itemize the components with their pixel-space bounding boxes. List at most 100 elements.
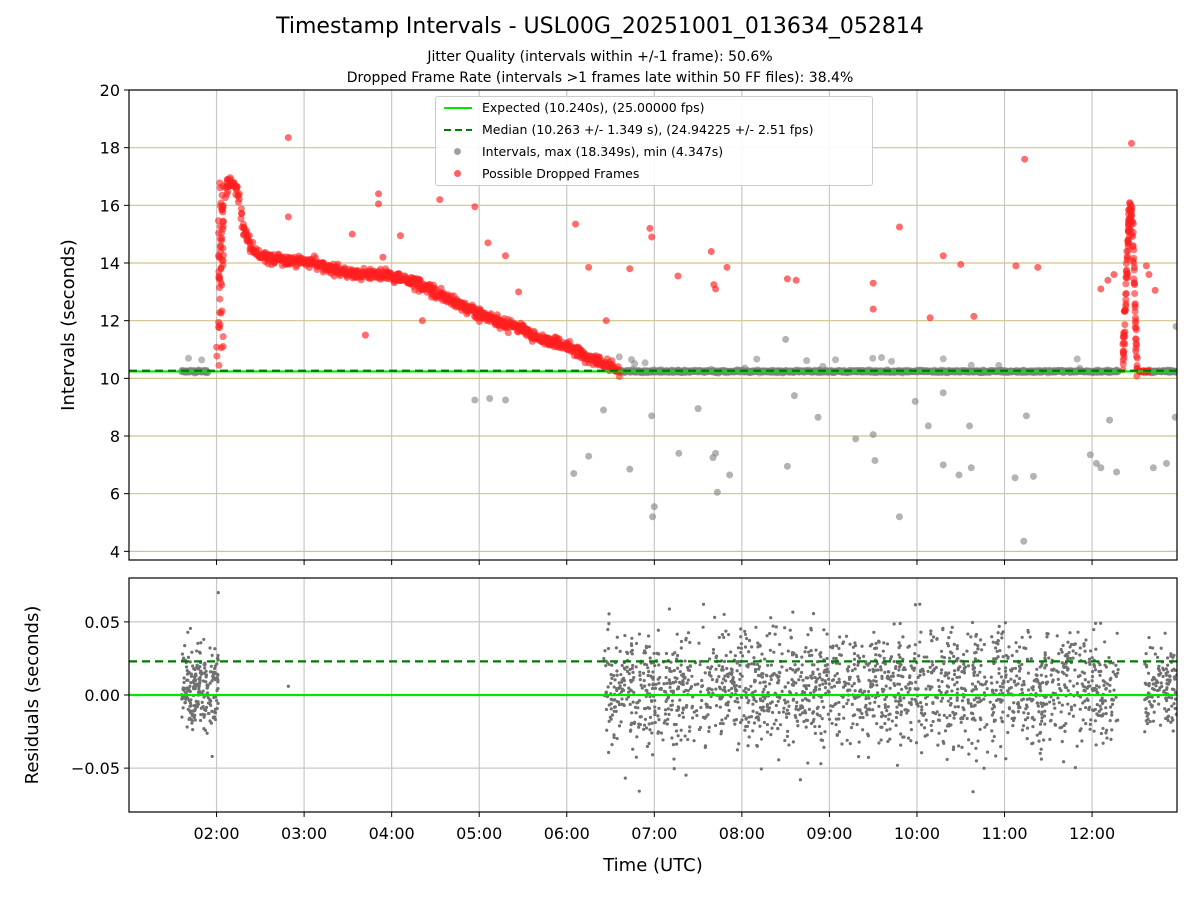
dropped-frame-point	[1127, 201, 1135, 209]
residual-point	[642, 678, 646, 683]
residual-point	[913, 603, 918, 607]
residual-point	[896, 673, 900, 678]
residual-point	[740, 718, 744, 722]
residual-point	[960, 745, 964, 749]
xtick-label-09:00: 09:00	[806, 824, 852, 843]
residual-point	[952, 672, 957, 677]
interval-outlier-point	[924, 422, 932, 430]
residual-point	[760, 708, 764, 712]
residual-point	[940, 668, 944, 672]
residual-point	[1064, 661, 1068, 665]
residual-point	[786, 700, 790, 704]
residual-point	[1169, 652, 1173, 656]
dropped-frame-outlier-point	[626, 265, 634, 273]
dropped-frame-point	[216, 179, 224, 187]
residual-point	[897, 668, 901, 672]
residual-point	[681, 680, 685, 684]
residual-point	[814, 648, 818, 652]
residual-point	[818, 714, 822, 718]
residual-point	[180, 652, 185, 656]
residual-point	[848, 675, 852, 679]
intervals-ytick-label: 8	[110, 427, 120, 446]
residual-point	[1009, 669, 1014, 673]
dropped-frame-outlier-point	[602, 317, 610, 325]
residual-point	[668, 682, 672, 686]
residual-point	[899, 743, 903, 747]
residual-point	[192, 667, 196, 671]
residual-point	[819, 651, 823, 655]
residual-point	[688, 640, 692, 645]
residual-point	[1171, 729, 1175, 733]
residual-point	[949, 696, 953, 700]
residual-point	[761, 690, 765, 694]
dropped-frame-point	[234, 198, 242, 206]
residual-point	[1110, 697, 1114, 701]
residual-point	[976, 647, 980, 651]
residual-point	[1056, 696, 1060, 700]
residual-point	[780, 652, 784, 656]
interval-outlier-point	[871, 457, 879, 465]
residual-point	[722, 635, 726, 640]
residual-point	[747, 735, 751, 739]
residual-point	[853, 644, 858, 648]
residual-point	[208, 646, 212, 650]
residual-point	[772, 650, 776, 654]
residual-point	[649, 674, 653, 678]
residual-point	[857, 656, 862, 660]
residual-point	[612, 733, 616, 737]
residual-point	[664, 651, 669, 656]
residual-point	[1075, 690, 1080, 695]
residual-point	[1151, 682, 1155, 686]
residual-point	[999, 675, 1003, 679]
residual-point	[1043, 709, 1047, 713]
dropped-frame-point	[1122, 280, 1130, 288]
residual-point	[791, 740, 795, 744]
residual-point	[211, 715, 215, 719]
residual-point	[670, 736, 674, 740]
dropped-frame-point	[218, 281, 226, 289]
dropped-frame-point	[216, 235, 224, 243]
residual-point	[977, 696, 981, 700]
dropped-frame-outlier-point	[1021, 155, 1029, 163]
residual-point	[697, 641, 701, 645]
residual-point	[875, 721, 879, 726]
residual-point	[1081, 718, 1085, 722]
residual-point	[866, 689, 871, 694]
residual-point	[643, 706, 648, 711]
residual-point	[663, 719, 667, 723]
residual-point	[940, 655, 944, 659]
residual-point	[952, 669, 957, 673]
residual-point	[635, 735, 639, 739]
residual-point	[631, 700, 635, 704]
residual-point	[1112, 688, 1116, 692]
dropped-frame-point	[219, 343, 227, 351]
residual-point	[834, 656, 838, 661]
dropped-frame-point	[215, 324, 223, 332]
residual-point	[956, 705, 960, 709]
residual-point	[1101, 679, 1105, 683]
residual-point	[909, 739, 913, 743]
residual-point	[612, 705, 617, 709]
residual-point	[604, 664, 608, 668]
residual-point	[1022, 711, 1026, 715]
residual-point	[653, 698, 657, 703]
residual-point	[1087, 657, 1092, 661]
residual-point	[209, 721, 213, 725]
residual-point	[979, 682, 983, 686]
residual-point	[931, 719, 935, 724]
residual-point	[1066, 702, 1070, 706]
residual-point	[794, 681, 798, 685]
residual-point	[853, 641, 857, 645]
residual-point	[1152, 710, 1156, 714]
residual-point	[203, 666, 207, 670]
residual-point	[1001, 681, 1005, 686]
dropped-frame-outlier-point	[379, 253, 387, 261]
residual-point	[990, 707, 994, 711]
intervals-ylabel: Intervals (seconds)	[58, 239, 79, 411]
residual-point	[880, 711, 884, 715]
residual-point	[1152, 699, 1156, 703]
residual-point	[759, 737, 764, 741]
dropped-frame-point	[1131, 301, 1139, 309]
residual-point	[664, 690, 668, 694]
dropped-frame-point	[219, 204, 227, 212]
